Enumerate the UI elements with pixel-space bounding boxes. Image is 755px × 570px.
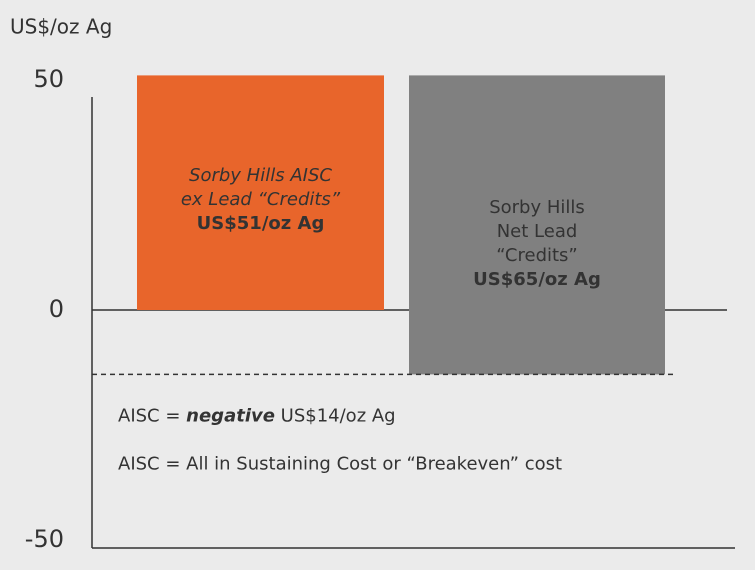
bar-label: ex Lead “Credits” — [181, 189, 341, 210]
net-label-part: negative — [186, 405, 275, 426]
y-axis-label: US$/oz Ag — [10, 15, 112, 39]
y-tick-label: 0 — [49, 295, 64, 323]
net-label-part: US$14/oz Ag — [275, 405, 396, 426]
bar-value-label: US$65/oz Ag — [473, 269, 601, 290]
bar-label: Sorby Hills AISC — [189, 165, 332, 186]
y-tick-label: 50 — [33, 65, 64, 93]
note: AISC = All in Sustaining Cost or “Breake… — [118, 453, 562, 474]
bar-label: Net Lead — [497, 221, 578, 242]
bar-label: “Credits” — [496, 245, 578, 266]
bar — [409, 75, 665, 375]
net-label-part: AISC = — [118, 405, 186, 426]
bar-label: Sorby Hills — [489, 197, 585, 218]
bar-value-label: US$51/oz Ag — [197, 213, 325, 234]
y-tick-label: -50 — [25, 525, 64, 553]
bar — [137, 75, 384, 311]
net-label: AISC = negative US$14/oz Ag — [118, 405, 396, 426]
